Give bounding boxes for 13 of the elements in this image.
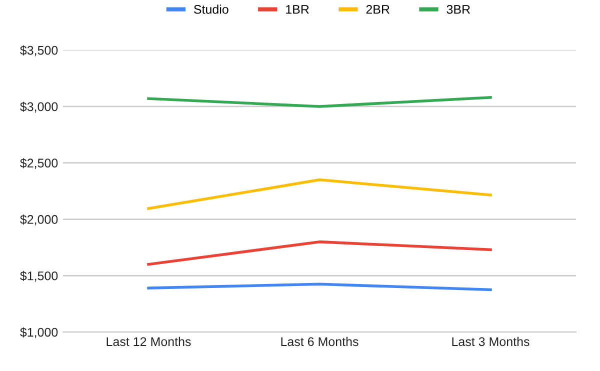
legend-label: 2BR bbox=[366, 4, 390, 14]
y-tick-label: $3,500 bbox=[20, 45, 58, 56]
legend-label: Studio bbox=[194, 4, 228, 14]
y-tick-label: $2,500 bbox=[20, 158, 58, 169]
x-tick-label: Last 12 Months bbox=[106, 336, 191, 346]
y-tick-label: $3,000 bbox=[20, 102, 58, 113]
legend-label: 3BR bbox=[446, 4, 470, 14]
x-tick-label: Last 3 Months bbox=[452, 336, 530, 346]
y-tick-label: $1,000 bbox=[20, 327, 58, 338]
legend-label: 1BR bbox=[286, 5, 309, 14]
y-tick-label: $2,000 bbox=[20, 214, 58, 226]
x-tick-label: Last 6 Months bbox=[281, 336, 358, 346]
y-tick-label: $1,500 bbox=[20, 270, 58, 282]
